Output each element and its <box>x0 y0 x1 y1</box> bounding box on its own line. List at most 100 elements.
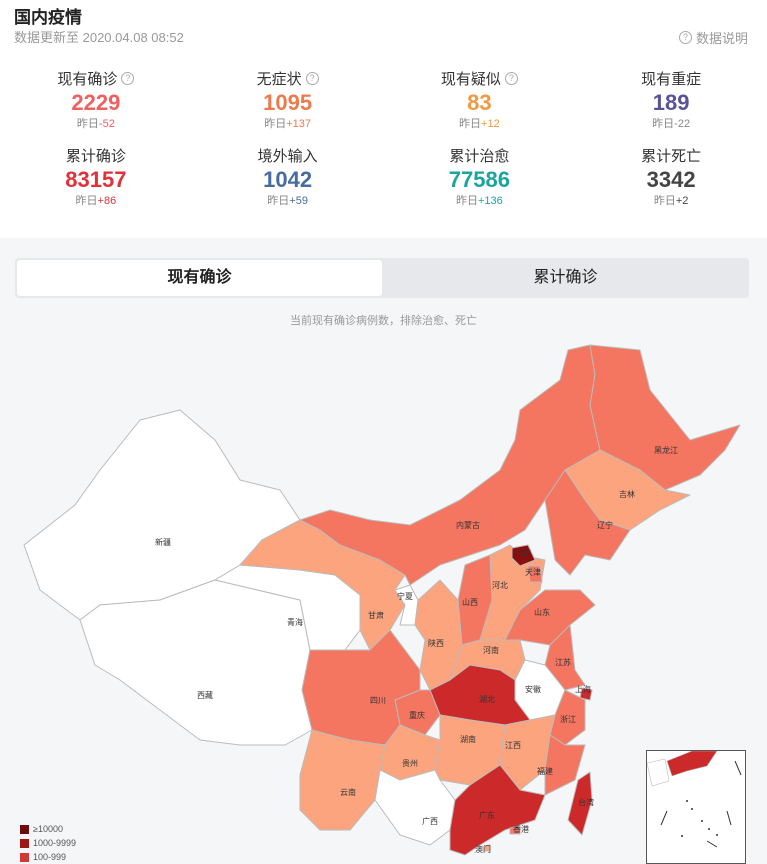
province-label-taiwan: 台湾 <box>578 797 594 807</box>
stat-delta: 昨日+136 <box>384 194 576 208</box>
stat-item: 累计死亡 3342 昨日+2 <box>575 145 767 208</box>
province-label-shanxi: 山西 <box>462 597 478 607</box>
help-icon[interactable]: ? <box>504 71 518 85</box>
stat-label: 现有重症 <box>575 68 767 88</box>
stat-delta-prefix: 昨日 <box>652 118 675 130</box>
province-fujian[interactable] <box>544 734 586 796</box>
province-label-jilin: 吉林 <box>619 489 635 499</box>
stat-delta-prefix: 昨日 <box>267 195 290 207</box>
province-label-xinjiang: 新疆 <box>155 537 171 547</box>
province-label-macau: 澳门 <box>475 844 491 854</box>
legend-item[interactable]: 100-999 <box>20 850 76 864</box>
province-heilongjiang[interactable] <box>589 344 741 491</box>
stat-item: 累计治愈 77586 昨日+136 <box>384 145 576 208</box>
province-label-ningxia: 宁夏 <box>397 591 413 601</box>
province-label-zhejiang: 浙江 <box>560 714 576 724</box>
province-label-anhui: 安徽 <box>525 684 541 694</box>
stat-label: 境外输入 <box>192 145 384 165</box>
stat-delta-value: +86 <box>97 195 117 207</box>
tab-total-confirmed[interactable]: 累计确诊 <box>533 269 598 286</box>
stat-delta-value: +137 <box>286 118 312 130</box>
stat-item: 现有确诊? 2229 昨日-52 <box>0 68 192 131</box>
stats-grid: 现有确诊? 2229 昨日-52 无症状? 1095 昨日+137 现有疑似? 83 昨日+12… <box>0 68 767 208</box>
stat-label: 累计死亡 <box>575 145 767 165</box>
stat-label-text: 累计治愈 <box>449 147 510 165</box>
province-label-xizang: 西藏 <box>197 690 213 700</box>
stat-delta-value: +136 <box>477 195 503 207</box>
page-title: 国内疫情 <box>14 8 82 27</box>
stat-delta-prefix: 昨日 <box>459 118 482 130</box>
province-label-tianjin: 天津 <box>525 567 541 577</box>
legend-label: 1000-9999 <box>33 838 77 848</box>
province-label-hongkong: 香港 <box>513 824 529 834</box>
province-guangxi[interactable] <box>374 769 456 846</box>
legend-label: 100-999 <box>33 852 67 862</box>
stat-value: 83157 <box>65 167 127 192</box>
update-time: 数据更新至 2020.04.08 08:52 <box>14 30 184 45</box>
stat-delta-value: -22 <box>674 118 691 130</box>
province-taiwan[interactable] <box>567 771 593 836</box>
province-label-guangxi: 广西 <box>422 816 438 826</box>
stat-item: 无症状? 1095 昨日+137 <box>192 68 384 131</box>
tab-current-confirmed[interactable]: 现有确诊 <box>17 260 382 296</box>
stat-value: 3342 <box>646 167 696 192</box>
province-label-shanghai: 上海 <box>575 684 591 694</box>
help-icon: ? <box>678 31 692 44</box>
stat-label-text: 现有重症 <box>641 70 702 88</box>
stat-delta-value: +2 <box>675 195 689 207</box>
stat-item: 累计确诊 83157 昨日+86 <box>0 145 192 208</box>
legend-item[interactable]: ≥10000 <box>20 822 76 836</box>
legend-item[interactable]: 1000-9999 <box>20 836 76 850</box>
stat-label: 累计治愈 <box>384 145 576 165</box>
province-label-guizhou: 贵州 <box>402 758 418 768</box>
stat-label: 累计确诊 <box>0 145 192 165</box>
province-liaoning[interactable] <box>544 469 631 576</box>
province-label-sichuan: 四川 <box>370 696 386 705</box>
stat-label-text: 无症状 <box>256 70 302 88</box>
province-hongkong[interactable] <box>509 825 521 835</box>
province-label-fujian: 福建 <box>537 766 553 776</box>
province-label-heilongjiang: 黑龙江 <box>654 445 678 455</box>
legend-swatch <box>20 824 29 834</box>
stat-delta-prefix: 昨日 <box>653 195 676 207</box>
province-xizang[interactable] <box>79 579 313 746</box>
province-macau[interactable] <box>483 844 491 852</box>
province-beijing[interactable] <box>511 544 536 567</box>
stat-item: 现有疑似? 83 昨日+12 <box>384 68 576 131</box>
province-shanghai[interactable] <box>579 687 593 701</box>
province-label-hunan: 湖南 <box>460 734 476 744</box>
legend-swatch <box>20 852 29 862</box>
data-explain-label: 数据说明 <box>695 31 748 46</box>
province-guangdong[interactable] <box>449 764 546 856</box>
stat-value: 83 <box>467 90 492 115</box>
stat-label-text: 现有确诊 <box>57 70 118 88</box>
stat-delta-prefix: 昨日 <box>264 118 287 130</box>
data-explain-link[interactable]: ? 数据说明 <box>678 28 748 47</box>
map-subtitle: 当前现有确诊病例数，排除治愈、死亡 <box>290 315 477 327</box>
stat-delta: 昨日+59 <box>192 194 384 208</box>
help-icon[interactable]: ? <box>121 71 135 85</box>
stat-delta-value: +12 <box>481 118 500 130</box>
stat-value: 1042 <box>263 167 313 192</box>
province-tianjin[interactable] <box>527 565 543 583</box>
province-yunnan[interactable] <box>299 729 386 831</box>
stat-label-text: 累计死亡 <box>641 147 702 165</box>
stat-label-text: 现有疑似 <box>440 70 501 88</box>
stat-item: 境外输入 1042 昨日+59 <box>192 145 384 208</box>
province-label-gansu: 甘肃 <box>368 610 384 620</box>
stat-delta: 昨日-22 <box>575 117 767 131</box>
stat-delta-prefix: 昨日 <box>455 195 478 207</box>
help-icon[interactable]: ? <box>305 71 319 85</box>
province-label-hubei: 湖北 <box>479 695 495 704</box>
map-legend: ≥10000 1000-9999 100-999 <box>20 822 76 864</box>
stat-delta-prefix: 昨日 <box>76 118 99 130</box>
stat-delta: 昨日+2 <box>575 194 767 208</box>
legend-label: ≥10000 <box>33 824 63 834</box>
stat-label-text: 累计确诊 <box>65 147 126 165</box>
inset-map <box>646 750 742 848</box>
legend-swatch <box>20 838 29 848</box>
province-label-henan: 河南 <box>483 645 499 655</box>
stat-delta-prefix: 昨日 <box>75 195 98 207</box>
province-label-yunnan: 云南 <box>340 787 356 797</box>
